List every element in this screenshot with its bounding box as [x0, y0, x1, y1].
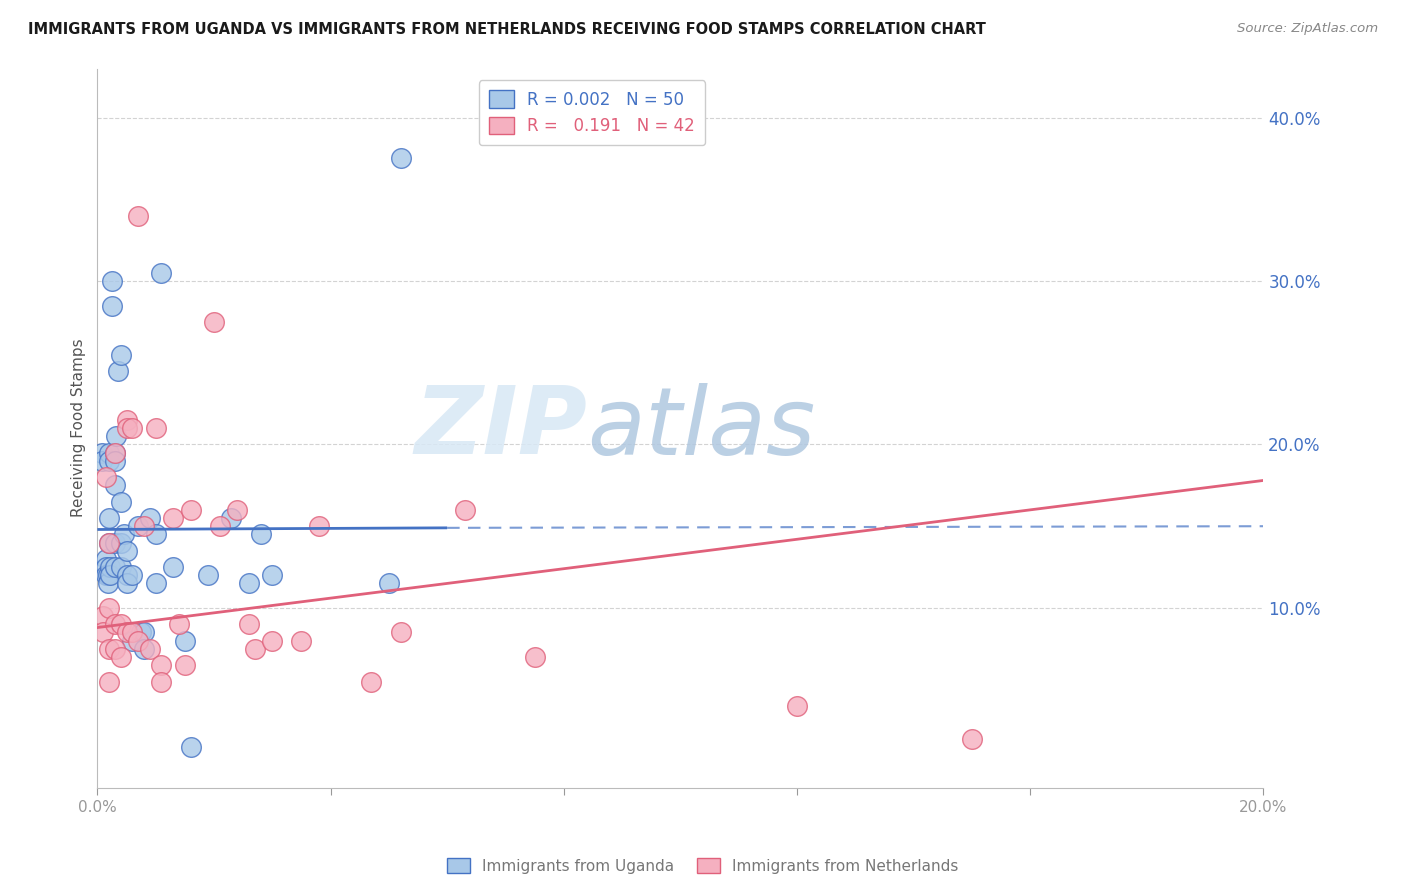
Point [173, 658, 195, 673]
Y-axis label: Receiving Food Stamps: Receiving Food Stamps [72, 339, 86, 517]
Point [523, 650, 546, 665]
Point [110, 348, 132, 362]
Point [249, 527, 271, 541]
Point [91, 625, 114, 640]
Point [139, 511, 162, 525]
Point [107, 364, 129, 378]
Point [98, 445, 121, 459]
Point [145, 421, 167, 435]
Point [98, 674, 121, 689]
Point [150, 266, 173, 280]
Point [180, 739, 202, 754]
Point [243, 641, 266, 656]
Point [150, 674, 173, 689]
Point [202, 315, 225, 329]
Point [112, 527, 135, 541]
Point [453, 503, 475, 517]
Point [104, 535, 127, 549]
Point [162, 560, 184, 574]
Point [104, 454, 127, 468]
Point [127, 519, 149, 533]
Point [180, 503, 202, 517]
Point [110, 494, 132, 508]
Point [98, 641, 121, 656]
Point [226, 503, 249, 517]
Point [115, 413, 138, 427]
Point [308, 519, 330, 533]
Point [389, 152, 412, 166]
Point [104, 641, 127, 656]
Point [121, 633, 143, 648]
Point [127, 633, 149, 648]
Point [98, 560, 121, 574]
Text: IMMIGRANTS FROM UGANDA VS IMMIGRANTS FROM NETHERLANDS RECEIVING FOOD STAMPS CORR: IMMIGRANTS FROM UGANDA VS IMMIGRANTS FRO… [28, 22, 986, 37]
Text: atlas: atlas [588, 383, 815, 474]
Point [110, 535, 132, 549]
Point [110, 560, 132, 574]
Point [104, 560, 127, 574]
Text: ZIP: ZIP [415, 382, 588, 475]
Point [121, 421, 143, 435]
Point [139, 641, 162, 656]
Point [91, 445, 114, 459]
Point [94, 568, 117, 582]
Point [208, 519, 231, 533]
Point [104, 445, 127, 459]
Legend: R = 0.002   N = 50, R =   0.191   N = 42: R = 0.002 N = 50, R = 0.191 N = 42 [479, 80, 704, 145]
Point [360, 674, 382, 689]
Point [786, 699, 808, 714]
Point [97, 576, 120, 591]
Point [98, 511, 121, 525]
Point [173, 633, 195, 648]
Point [110, 650, 132, 665]
Point [262, 633, 284, 648]
Point [389, 625, 412, 640]
Point [121, 568, 143, 582]
Point [145, 527, 167, 541]
Point [115, 568, 138, 582]
Point [132, 519, 155, 533]
Point [105, 429, 128, 443]
Point [167, 617, 190, 632]
Point [98, 601, 121, 615]
Point [378, 576, 401, 591]
Point [98, 535, 121, 549]
Point [197, 568, 219, 582]
Point [115, 421, 138, 435]
Point [132, 625, 155, 640]
Point [121, 625, 143, 640]
Point [960, 731, 983, 746]
Point [127, 209, 149, 223]
Text: Source: ZipAtlas.com: Source: ZipAtlas.com [1237, 22, 1378, 36]
Point [98, 454, 121, 468]
Point [115, 543, 138, 558]
Point [238, 576, 260, 591]
Point [115, 576, 138, 591]
Point [145, 576, 167, 591]
Point [94, 552, 117, 566]
Point [238, 617, 260, 632]
Point [132, 641, 155, 656]
Point [150, 658, 173, 673]
Point [91, 609, 114, 624]
Point [91, 454, 114, 468]
Point [221, 511, 243, 525]
Point [94, 560, 117, 574]
Point [101, 274, 124, 288]
Legend: Immigrants from Uganda, Immigrants from Netherlands: Immigrants from Uganda, Immigrants from … [441, 852, 965, 880]
Point [98, 535, 121, 549]
Point [162, 511, 184, 525]
Point [104, 617, 127, 632]
Point [97, 568, 120, 582]
Point [101, 299, 124, 313]
Point [104, 445, 127, 459]
Point [98, 568, 121, 582]
Point [129, 625, 152, 640]
Point [94, 470, 117, 484]
Point [115, 625, 138, 640]
Point [104, 478, 127, 492]
Point [262, 568, 284, 582]
Point [110, 617, 132, 632]
Point [290, 633, 312, 648]
